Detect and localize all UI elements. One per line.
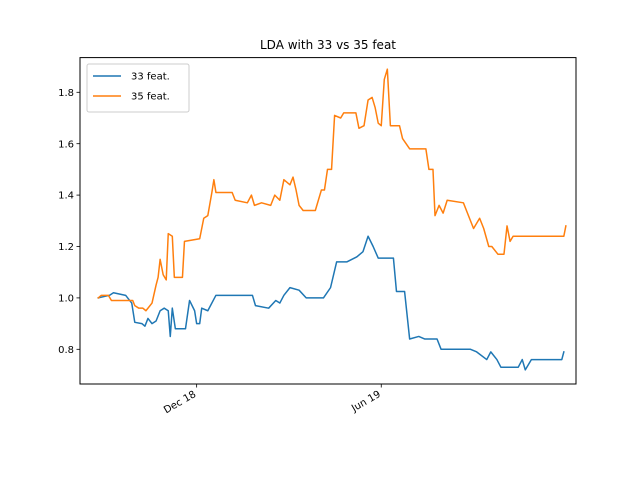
x-tick-label: Dec 18 <box>162 389 198 416</box>
x-axis: Dec 18 Jun 19 <box>162 384 383 416</box>
y-tick-label: 1.2 <box>58 242 74 253</box>
y-tick-label: 1.8 <box>58 88 74 99</box>
y-tick-label: 1.6 <box>58 139 74 150</box>
y-tick-label: 0.8 <box>58 345 74 356</box>
legend: 33 feat. 35 feat. <box>86 63 190 113</box>
y-tick-label: 1.4 <box>58 191 74 202</box>
legend-label-1: 33 feat. <box>131 72 170 83</box>
series-line-1 <box>97 235 565 371</box>
series-layer <box>97 68 567 371</box>
series-line-2 <box>97 68 567 312</box>
plot-frame <box>79 57 577 385</box>
chart-title: LDA with 33 vs 35 feat <box>260 38 396 52</box>
legend-label-2: 35 feat. <box>131 92 170 103</box>
y-axis: 0.8 1.0 1.2 1.4 1.6 1.8 <box>58 88 80 356</box>
y-tick-label: 1.0 <box>58 294 74 305</box>
x-tick-label: Jun 19 <box>349 389 383 415</box>
